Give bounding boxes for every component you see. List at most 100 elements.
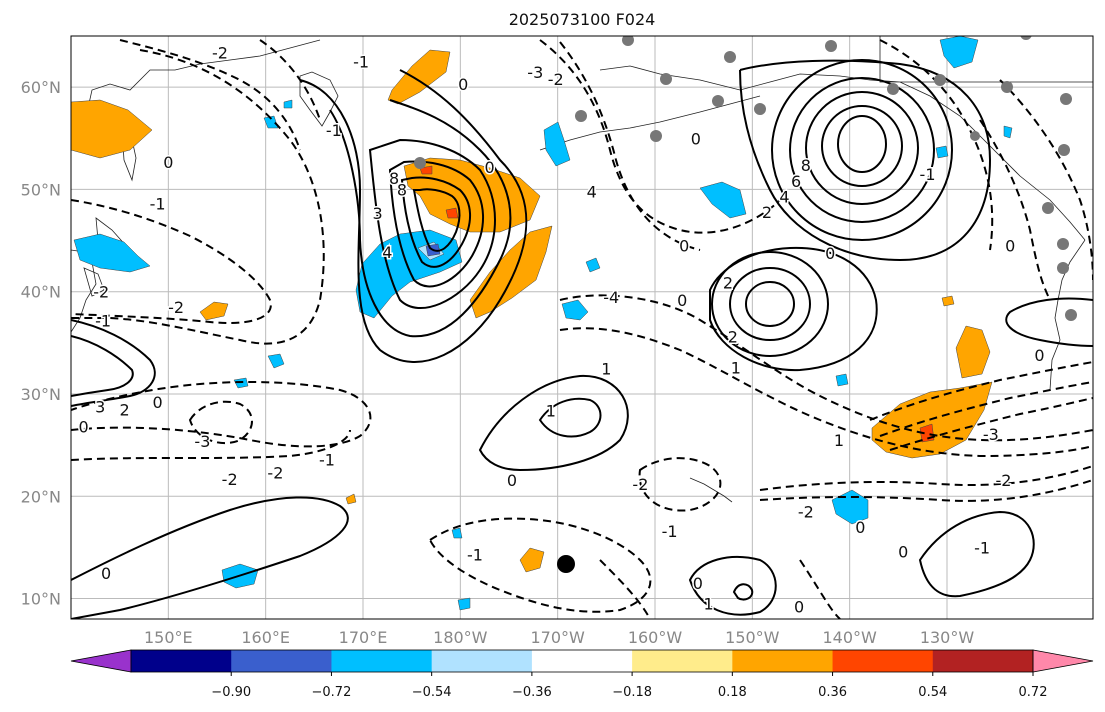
contour-label: 0 [458, 75, 468, 94]
contour-label: -1 [319, 450, 335, 469]
contour-label: 0 [79, 418, 89, 437]
station-dot [1058, 144, 1070, 156]
contour-label: 0 [898, 542, 908, 561]
contour-label: -4 [603, 288, 619, 307]
storm-center-marker [557, 555, 575, 573]
contour-label: -1 [326, 121, 342, 140]
station-dot [650, 130, 662, 142]
station-dot [414, 157, 426, 169]
contour-line [71, 429, 351, 461]
contour-label: -1 [353, 53, 369, 72]
shade-negative [543, 121, 571, 167]
contour-label: 1 [731, 358, 741, 377]
contour-label: 4 [779, 188, 789, 207]
colorbar-segment [531, 650, 633, 672]
contour-label: -2 [222, 470, 238, 489]
station-dot [1042, 202, 1054, 214]
contour-label: 8 [801, 156, 811, 175]
colorbar-tick-label: −0.36 [512, 685, 552, 700]
positive-contours [71, 59, 1093, 619]
lat-tick-label: 20°N [21, 487, 61, 506]
contour-line [709, 246, 878, 372]
colorbar-segment [231, 650, 332, 672]
contour-label: 1 [601, 359, 611, 378]
contour-label: 2 [728, 328, 738, 347]
contour-label: -2 [93, 283, 109, 302]
contour-label: -3 [983, 425, 999, 444]
contour-line [559, 327, 1093, 458]
contour-line [1005, 297, 1093, 347]
contour-label: 0 [1005, 237, 1015, 256]
contour-label: 3 [373, 204, 383, 223]
shade-positive [955, 325, 991, 379]
contour-line [400, 176, 471, 268]
contour-label: -3 [194, 432, 210, 451]
lon-tick-label: 160°W [628, 628, 683, 647]
contour-line [71, 496, 349, 619]
contour-label: -2 [798, 503, 814, 522]
figure-title: 2025073100 F024 [509, 10, 656, 29]
contour-label: 0 [153, 393, 163, 412]
lat-tick-label: 30°N [21, 385, 61, 404]
colorbar-segment [832, 650, 934, 672]
contour-line [879, 381, 1093, 437]
longitude-tick-labels: 150°E 160°E 170°E 180°W 170°W 160°W 150°W 140°W… [144, 628, 974, 647]
station-dot [622, 36, 634, 46]
lon-tick-label: 160°E [241, 628, 290, 647]
contour-line [759, 465, 1093, 491]
station-dot [660, 73, 672, 85]
contour-label: -2 [995, 471, 1011, 490]
contour-label: 1 [703, 595, 713, 614]
lon-tick-label: 180°W [433, 628, 488, 647]
contour-label: 2 [762, 203, 772, 222]
colorbar: −0.90 −0.72 −0.54 −0.36 −0.18 0.18 0.36 0.54 0.7… [70, 649, 1094, 700]
contour-line [71, 335, 134, 397]
contour-line [869, 361, 1093, 421]
lon-tick-label: 130°W [920, 628, 975, 647]
contour-line [979, 119, 1051, 301]
contour-line [388, 160, 484, 288]
contour-label: 0 [130, 623, 140, 642]
contour-label: 0 [101, 564, 111, 583]
contour-line [999, 79, 1093, 281]
contour-line [599, 559, 651, 619]
contour-line [732, 583, 754, 601]
lon-tick-label: 150°E [144, 628, 193, 647]
colorbar-tick-label: 0.18 [718, 685, 747, 700]
shade-negative [561, 299, 589, 321]
contour-label: 0 [679, 237, 689, 256]
shade-negative [233, 99, 1013, 611]
shade-negative [699, 181, 747, 219]
contour-label: -1 [150, 195, 166, 214]
contour-label: 1 [834, 431, 844, 450]
shade-positive [941, 295, 955, 307]
station-dot [724, 51, 736, 63]
contour-line [918, 510, 1035, 598]
contour-line [71, 199, 272, 324]
contour-label: -1 [95, 311, 111, 330]
contour-line [188, 400, 253, 445]
station-dot [934, 74, 946, 86]
colorbar-outline [130, 649, 1034, 673]
coastline-aleutians [539, 95, 761, 151]
lon-tick-label: 140°W [822, 628, 877, 647]
contour-line [368, 138, 496, 310]
coastline-na-west [1049, 239, 1086, 391]
contour-label: 3 [95, 397, 105, 416]
shade-positive [519, 547, 545, 573]
contour-line [559, 41, 701, 251]
negative-contours [71, 39, 1093, 619]
shade-negative [585, 257, 601, 273]
contour-label: -1 [467, 546, 483, 565]
contour-label: 0 [825, 244, 835, 263]
lat-tick-label: 40°N [21, 283, 61, 302]
contour-label: -2 [168, 298, 184, 317]
lon-tick-label: 150°W [725, 628, 780, 647]
lat-tick-label: 60°N [21, 78, 61, 97]
station-dot [1057, 262, 1069, 274]
contour-label: 8 [397, 180, 407, 199]
contour-label: 6 [791, 172, 801, 191]
contour-label: 2 [723, 273, 733, 292]
contour-line [299, 69, 528, 363]
